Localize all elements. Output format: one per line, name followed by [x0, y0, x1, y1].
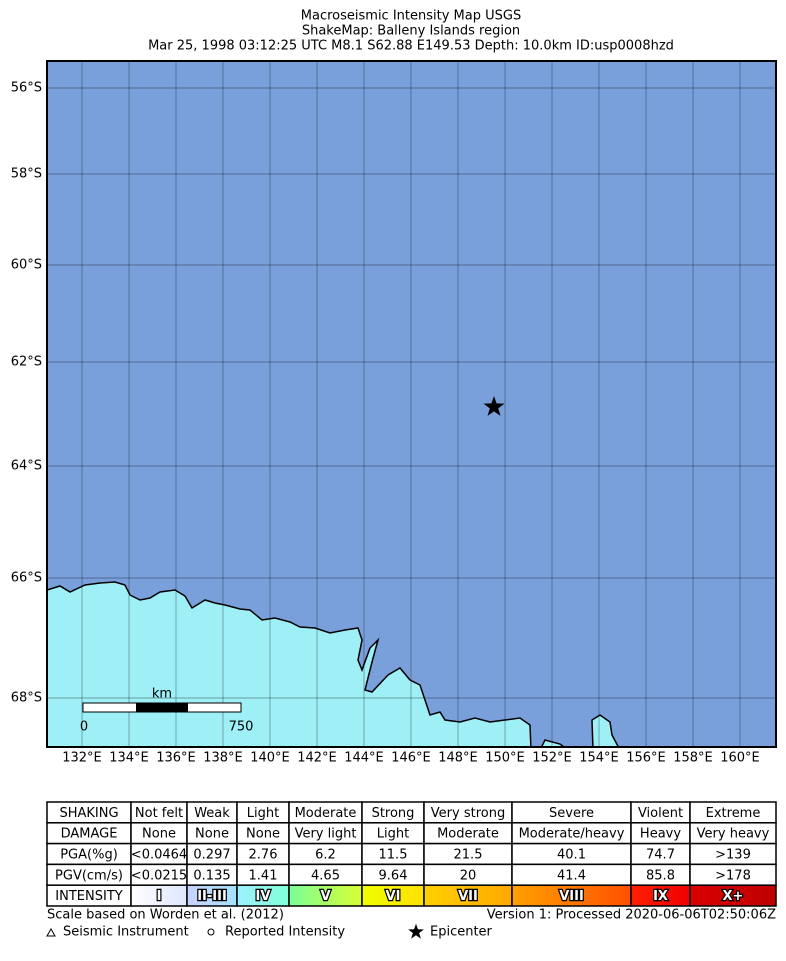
legend-text: Extreme — [706, 806, 761, 821]
legend-text: None — [195, 827, 229, 842]
lon-label: 158°E — [673, 751, 713, 766]
intensity-label: IV — [256, 889, 271, 904]
legend-text: Very heavy — [697, 827, 770, 842]
epicenter-star — [483, 396, 505, 416]
scale-bar: km 0 750 — [80, 687, 254, 735]
intensity-label: VIII — [559, 889, 584, 904]
instrument-icon — [46, 927, 56, 937]
legend-text: 1.41 — [249, 868, 278, 883]
legend-text: 21.5 — [454, 848, 483, 863]
legend-text: <0.0215 — [131, 868, 187, 883]
lon-label: 144°E — [344, 751, 384, 766]
legend-text: Severe — [549, 806, 594, 821]
lon-label: 142°E — [297, 751, 337, 766]
lon-label: 138°E — [203, 751, 243, 766]
lon-label: 160°E — [720, 751, 760, 766]
scale-label: 0 — [80, 720, 88, 735]
legend-text: 74.7 — [646, 848, 675, 863]
legend-text: Light — [377, 827, 409, 842]
legend-text: Very strong — [431, 806, 505, 821]
lon-label: 152°E — [532, 751, 572, 766]
scale-label: 750 — [229, 720, 254, 735]
legend-text: Violent — [638, 806, 683, 821]
lon-label: 156°E — [626, 751, 666, 766]
legend-text: DAMAGE — [61, 827, 118, 842]
intensity-label: VI — [386, 889, 401, 904]
legend-text: Light — [247, 806, 279, 821]
lon-label: 146°E — [391, 751, 431, 766]
intensity-label: X+ — [723, 889, 744, 904]
scale-unit: km — [152, 687, 172, 702]
legend-text: Moderate — [295, 806, 357, 821]
intensity-label: VII — [458, 889, 478, 904]
lon-label: 136°E — [156, 751, 196, 766]
legend-text: 6.2 — [315, 848, 336, 863]
legend-text: 0.297 — [193, 848, 230, 863]
lat-label: 62°S — [11, 355, 42, 370]
legend-text: PGA(%g) — [60, 848, 118, 863]
lat-label: 64°S — [11, 459, 42, 474]
intensity-label: I — [157, 889, 162, 904]
legend-text: 4.65 — [311, 868, 340, 883]
legend-text: <0.0464 — [131, 848, 187, 863]
legend-text: 20 — [460, 868, 477, 883]
version-note: Version 1: Processed 2020-06-06T02:50:06… — [487, 908, 776, 923]
legend-text: Moderate — [437, 827, 499, 842]
map: km 0 750 — [46, 60, 777, 748]
legend-text: Very light — [295, 827, 357, 842]
legend-text: Strong — [372, 806, 415, 821]
intensity-label: II-III — [197, 889, 227, 904]
legend-text: Not felt — [135, 806, 183, 821]
lat-label: 58°S — [11, 167, 42, 182]
symbol-label: Seismic Instrument — [63, 925, 189, 940]
legend-cell — [689, 884, 777, 907]
lat-label: 66°S — [11, 571, 42, 586]
map-frame — [46, 60, 777, 748]
title-line: Mar 25, 1998 03:12:25 UTC M8.1 S62.88 E1… — [148, 39, 674, 54]
epicenter-icon — [408, 923, 424, 939]
lat-label: 56°S — [11, 81, 42, 96]
scale-bar-segment — [136, 703, 188, 712]
legend-text: Moderate/heavy — [519, 827, 625, 842]
intensity-label: IX — [653, 889, 668, 904]
legend-text: None — [142, 827, 176, 842]
legend-text: 40.1 — [557, 848, 586, 863]
lon-label: 148°E — [438, 751, 478, 766]
lon-label: 134°E — [109, 751, 149, 766]
intensity-legend: SHAKING Not felt Weak Light Moderate Strong Ve… — [46, 801, 777, 907]
symbol-label: Epicenter — [430, 925, 493, 940]
title-line: ShakeMap: Balleny Islands region — [302, 24, 520, 39]
intensity-label: V — [320, 889, 330, 904]
title-line: Macroseismic Intensity Map USGS — [301, 9, 521, 24]
reported-icon — [207, 928, 215, 936]
lon-label: 150°E — [485, 751, 525, 766]
legend-text: 9.64 — [379, 868, 408, 883]
legend-text: 0.135 — [193, 868, 230, 883]
legend-text: None — [246, 827, 280, 842]
legend-text: Weak — [194, 806, 230, 821]
legend-text: 85.8 — [646, 868, 675, 883]
lat-label: 60°S — [11, 258, 42, 273]
legend-text: >139 — [715, 848, 751, 863]
lon-label: 132°E — [62, 751, 102, 766]
legend-text: INTENSITY — [55, 889, 122, 904]
legend-text: 11.5 — [379, 848, 408, 863]
legend-text: 2.76 — [249, 848, 278, 863]
lon-label: 154°E — [579, 751, 619, 766]
lat-label: 68°S — [11, 691, 42, 706]
legend-text: >178 — [715, 868, 751, 883]
legend-text: Heavy — [640, 827, 681, 842]
legend-text: PGV(cm/s) — [55, 868, 123, 883]
legend-text: 41.4 — [557, 868, 586, 883]
legend-text: SHAKING — [59, 806, 118, 821]
scale-note: Scale based on Worden et al. (2012) — [47, 908, 284, 923]
land — [540, 739, 566, 747]
land — [591, 714, 620, 747]
lon-label: 140°E — [250, 751, 290, 766]
symbol-label: Reported Intensity — [225, 925, 345, 940]
